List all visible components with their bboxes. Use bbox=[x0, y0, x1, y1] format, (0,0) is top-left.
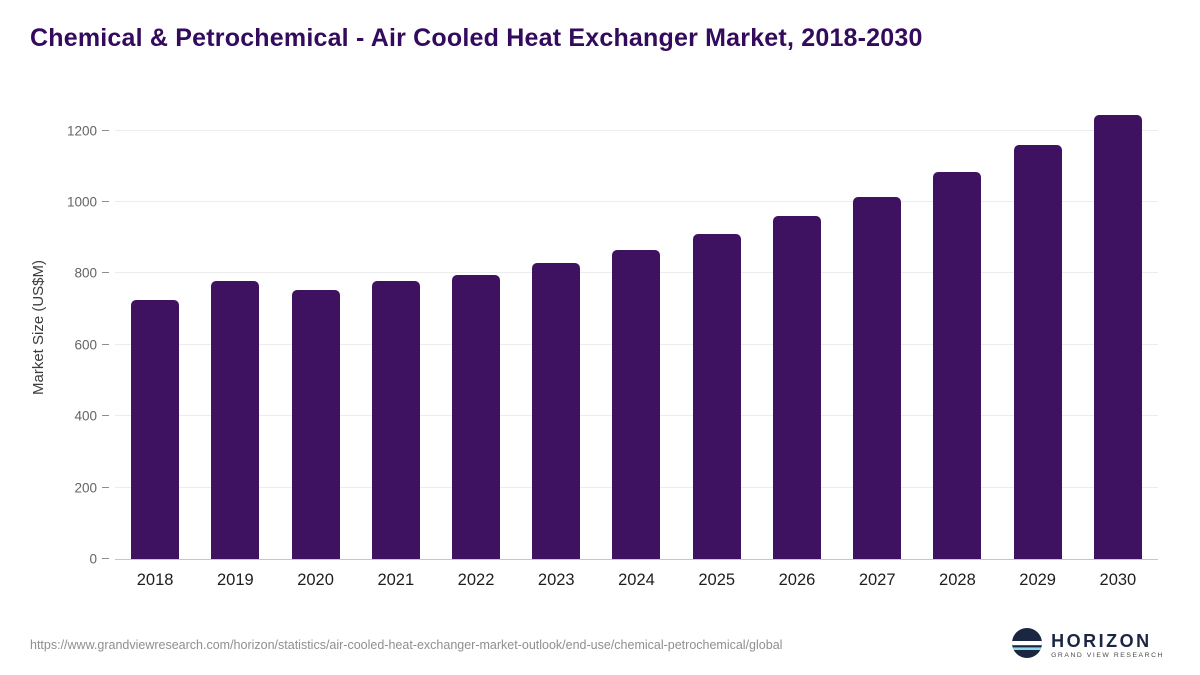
y-tick-label: 1200 bbox=[66, 123, 97, 139]
x-tick-label: 2022 bbox=[457, 571, 495, 589]
bar-cell bbox=[1078, 95, 1158, 559]
bar-cell bbox=[516, 95, 596, 559]
horizon-globe-icon bbox=[1012, 628, 1043, 663]
x-tick-label: 2026 bbox=[778, 571, 816, 589]
x-tick-label: 2027 bbox=[858, 571, 896, 589]
bar-2027 bbox=[853, 196, 902, 559]
bar-2029 bbox=[1013, 144, 1062, 559]
bar-2025 bbox=[692, 234, 741, 559]
bar-2028 bbox=[933, 171, 982, 559]
bar-cell bbox=[998, 95, 1078, 559]
bar-2020 bbox=[291, 289, 340, 559]
bar-2024 bbox=[612, 250, 661, 559]
logo-text: HORIZON GRAND VIEW RESEARCH bbox=[1051, 632, 1164, 660]
y-tick-mark bbox=[102, 129, 109, 131]
y-tick-label: 400 bbox=[74, 408, 97, 424]
bar-2030 bbox=[1093, 114, 1142, 559]
y-tick-mark bbox=[102, 201, 109, 203]
y-tick-mark bbox=[102, 558, 109, 559]
x-tick-label: 2021 bbox=[377, 571, 415, 589]
y-tick-label: 1000 bbox=[66, 194, 97, 210]
x-tick-label: 2020 bbox=[297, 571, 334, 589]
bar-cell bbox=[195, 95, 275, 559]
bar-cell bbox=[275, 95, 355, 559]
bar-2026 bbox=[772, 216, 821, 559]
bar-cell bbox=[596, 95, 676, 559]
x-tick-label: 2019 bbox=[216, 571, 254, 589]
y-tick-mark bbox=[102, 272, 109, 274]
y-tick-label: 0 bbox=[89, 551, 97, 567]
bar-cell bbox=[757, 95, 837, 559]
y-axis: 0 200 400 600 800 1000 1200 bbox=[35, 95, 109, 567]
bar-chart: Market Size (US$M) 0 200 400 600 800 1000 1200… bbox=[31, 95, 1158, 590]
logo-name: HORIZON bbox=[1051, 630, 1152, 651]
bar-2023 bbox=[532, 262, 581, 559]
bar-cell bbox=[677, 95, 757, 559]
horizon-logo: HORIZON GRAND VIEW RESEARCH bbox=[1012, 628, 1164, 663]
x-tick-label: 2018 bbox=[136, 571, 174, 589]
bar-2019 bbox=[211, 280, 260, 559]
x-axis: 2018 2019 2020 2021 2022 2023 2024 2025 2026 2027… bbox=[115, 571, 1158, 590]
x-tick-label: 2024 bbox=[618, 571, 655, 589]
bar-cell bbox=[917, 95, 997, 559]
x-tick-label: 2030 bbox=[1099, 571, 1137, 589]
bars-container bbox=[115, 95, 1158, 559]
bar-2021 bbox=[371, 280, 420, 559]
logo-subtitle: GRAND VIEW RESEARCH bbox=[1051, 651, 1164, 659]
y-tick-mark bbox=[102, 343, 109, 345]
y-tick-mark bbox=[102, 415, 109, 417]
bar-cell bbox=[837, 95, 917, 559]
y-tick-label: 200 bbox=[74, 480, 97, 496]
gridline bbox=[115, 129, 1158, 131]
source-url: https://www.grandviewresearch.com/horizo… bbox=[30, 637, 783, 652]
bar-2018 bbox=[131, 300, 180, 559]
footer: https://www.grandviewresearch.com/horizo… bbox=[30, 628, 1164, 663]
bar-cell bbox=[436, 95, 516, 559]
x-tick-label: 2029 bbox=[1019, 571, 1056, 589]
y-tick-label: 800 bbox=[74, 265, 97, 281]
plot-area: Market Size (US$M) 0 200 400 600 800 1000 1200 bbox=[31, 95, 1158, 567]
bar-cell bbox=[356, 95, 436, 559]
y-tick-label: 600 bbox=[74, 337, 97, 353]
x-tick-label: 2023 bbox=[537, 571, 575, 589]
bar-2022 bbox=[452, 275, 501, 559]
y-tick-mark bbox=[102, 486, 109, 488]
page-title: Chemical & Petrochemical - Air Cooled He… bbox=[30, 24, 923, 52]
x-tick-label: 2028 bbox=[939, 571, 976, 589]
x-tick-label: 2025 bbox=[698, 571, 736, 589]
bar-cell bbox=[115, 95, 195, 559]
gridline bbox=[115, 201, 1158, 203]
